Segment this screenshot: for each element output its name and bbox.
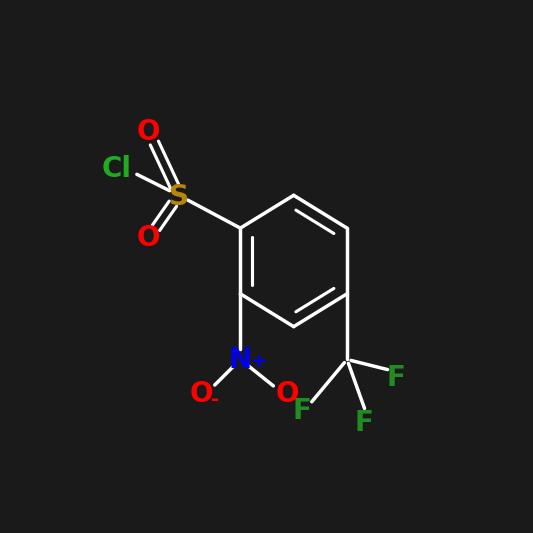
Text: O: O [190,381,213,408]
Text: F: F [354,409,373,437]
Text: S: S [169,183,189,212]
Text: F: F [293,397,311,425]
Text: +: + [251,352,267,371]
Text: F: F [387,364,406,392]
Text: Cl: Cl [102,155,132,183]
Text: -: - [211,390,219,409]
Text: O: O [276,381,299,408]
Text: O: O [136,224,160,253]
Text: N: N [229,346,252,374]
Text: O: O [136,118,160,146]
